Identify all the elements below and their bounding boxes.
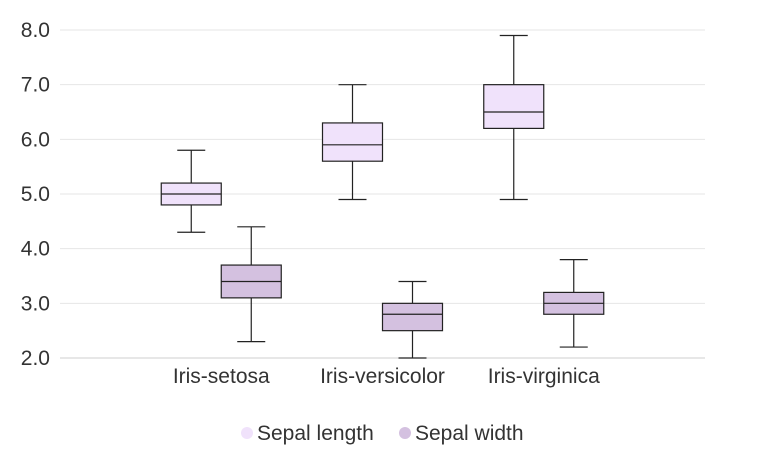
y-tick-label: 3.0 [21,292,50,315]
box-iqr [321,122,384,162]
x-category-label: Iris-versicolor [320,365,445,388]
legend-label: Sepal width [415,422,524,445]
legend-swatch [399,427,411,439]
box[interactable] [543,259,605,348]
box-series [160,34,605,359]
x-category-label: Iris-virginica [488,365,600,388]
y-axis: 2.0 3.0 4.0 5.0 6.0 7.0 8.0 [21,19,50,370]
y-tick-label: 4.0 [21,238,50,261]
box[interactable] [381,280,444,359]
box[interactable] [321,84,384,201]
legend-label: Sepal length [257,422,374,445]
y-tick-label: 2.0 [21,347,50,370]
legend-item-sepal-width[interactable]: Sepal width [399,422,524,445]
box[interactable] [483,34,545,201]
x-axis: Iris-setosa Iris-versicolor Iris-virginica [173,365,600,388]
box[interactable] [160,149,222,233]
y-tick-label: 5.0 [21,183,50,206]
legend[interactable]: Sepal length Sepal width [241,422,524,445]
series-sepal-length [160,34,545,233]
x-category-label: Iris-setosa [173,365,270,388]
legend-swatch [241,427,253,439]
box[interactable] [220,226,282,343]
y-tick-label: 7.0 [21,74,50,97]
box-iqr [483,84,545,129]
box-iqr [381,302,444,332]
y-tick-label: 8.0 [21,19,50,42]
y-tick-label: 6.0 [21,128,50,151]
series-sepal-width [220,226,605,359]
legend-item-sepal-length[interactable]: Sepal length [241,422,374,445]
